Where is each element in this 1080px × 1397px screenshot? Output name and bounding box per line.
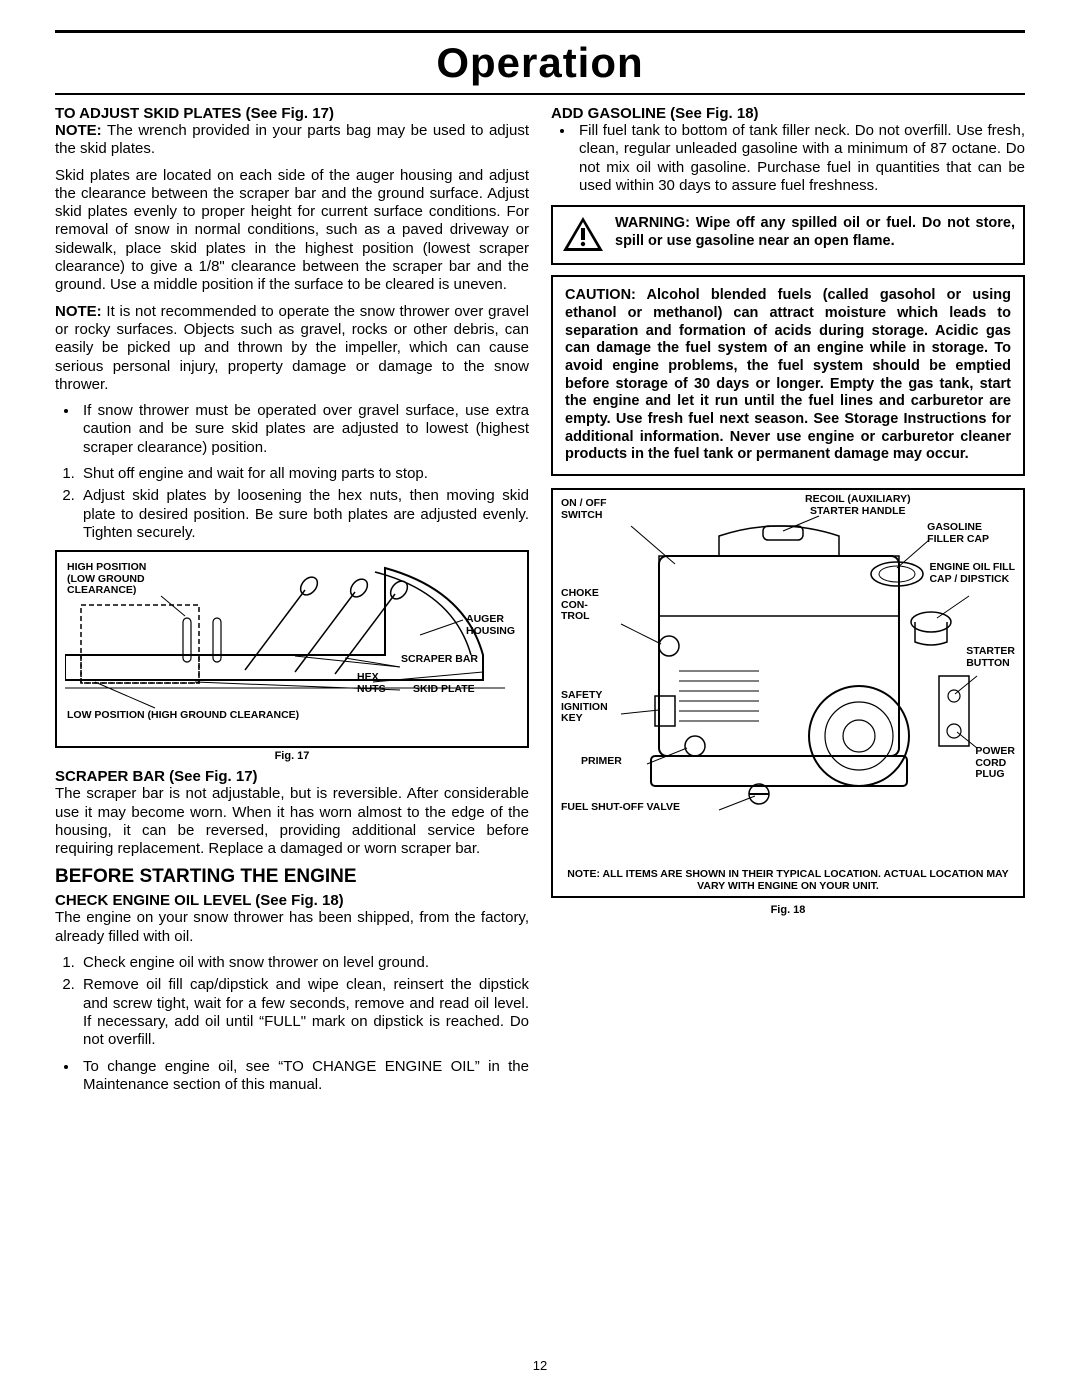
warning-box: WARNING: Wipe off any spilled oil or fue… <box>551 205 1025 265</box>
note2-text: It is not recommended to operate the sno… <box>55 303 529 393</box>
fig17-label-high: HIGH POSITION (LOW GROUND CLEARANCE) <box>67 562 146 597</box>
oil-bullets: To change engine oil, see “TO CHANGE ENG… <box>79 1058 529 1095</box>
fig18-label-choke: CHOKE CON- TROL <box>561 588 599 623</box>
fig17-label-auger: AUGER HOUSING <box>466 614 515 637</box>
fig18-label-power: POWER CORD PLUG <box>975 746 1015 781</box>
fig17-label-low: LOW POSITION (HIGH GROUND CLEARANCE) <box>67 710 299 722</box>
scraper-para: The scraper bar is not adjustable, but i… <box>55 785 529 858</box>
note-text: The wrench provided in your parts bag ma… <box>55 122 529 157</box>
fig18-label-primer: PRIMER <box>581 756 622 768</box>
oil-para: The engine on your snow thrower has been… <box>55 909 529 946</box>
oil-step-1: Remove oil fill cap/dipstick and wipe cl… <box>79 976 529 1049</box>
warning-text: WARNING: Wipe off any spilled oil or fue… <box>615 215 1015 255</box>
fig18-label-safety: SAFETY IGNITION KEY <box>561 690 608 725</box>
gas-heading: ADD GASOLINE (See Fig. 18) <box>551 105 1025 122</box>
skid-steps: Shut off engine and wait for all moving … <box>79 465 529 542</box>
fig17-caption: Fig. 17 <box>55 750 529 762</box>
fig17-box: HIGH POSITION (LOW GROUND CLEARANCE) AUG… <box>55 550 529 748</box>
skid-heading: TO ADJUST SKID PLATES (See Fig. 17) <box>55 105 529 122</box>
fig18-label-onoff: ON / OFF SWITCH <box>561 498 607 521</box>
oil-sub: CHECK ENGINE OIL LEVEL (See Fig. 18) <box>55 892 529 909</box>
skid-bullets: If snow thrower must be operated over gr… <box>79 402 529 457</box>
fig18-label-gascap: GASOLINE FILLER CAP <box>927 522 989 545</box>
gas-bullets: Fill fuel tank to bottom of tank filler … <box>575 122 1025 195</box>
oil-bullet-0: To change engine oil, see “TO CHANGE ENG… <box>79 1058 529 1095</box>
before-heading: BEFORE STARTING THE ENGINE <box>55 866 529 888</box>
top-rule <box>55 30 1025 33</box>
fig17-label-skid: SKID PLATE <box>413 684 475 696</box>
note-label: NOTE: <box>55 122 102 139</box>
scraper-heading: SCRAPER BAR (See Fig. 17) <box>55 768 529 785</box>
fig18-label-oilcap: ENGINE OIL FILL CAP / DIPSTICK <box>929 562 1015 585</box>
fig18-label-starter: STARTER BUTTON <box>966 646 1015 669</box>
caution-text: CAUTION: Alcohol blended fuels (called g… <box>565 287 1011 464</box>
page-title: Operation <box>55 39 1025 87</box>
left-column: TO ADJUST SKID PLATES (See Fig. 17) NOTE… <box>55 101 529 1102</box>
bottom-rule <box>55 93 1025 95</box>
two-column-layout: TO ADJUST SKID PLATES (See Fig. 17) NOTE… <box>55 101 1025 1102</box>
fig17-label-scraper: SCRAPER BAR <box>401 654 478 666</box>
skid-step-1: Adjust skid plates by loosening the hex … <box>79 487 529 542</box>
fig18-note: NOTE: ALL ITEMS ARE SHOWN IN THEIR TYPIC… <box>563 868 1013 892</box>
page-number: 12 <box>0 1358 1080 1373</box>
fig18-box: ON / OFF SWITCH RECOIL (AUXILIARY) START… <box>551 488 1025 898</box>
skid-step-0: Shut off engine and wait for all moving … <box>79 465 529 483</box>
fig18-caption: Fig. 18 <box>551 904 1025 916</box>
gas-bullet-0: Fill fuel tank to bottom of tank filler … <box>575 122 1025 195</box>
fig18-label-recoil: RECOIL (AUXILIARY) STARTER HANDLE <box>805 494 911 517</box>
fig17-label-hex: HEX NUTS <box>357 672 386 695</box>
fig18-diagram <box>559 496 999 836</box>
skid-para1: Skid plates are located on each side of … <box>55 167 529 295</box>
caution-box: CAUTION: Alcohol blended fuels (called g… <box>551 275 1025 476</box>
oil-steps: Check engine oil with snow thrower on le… <box>79 954 529 1049</box>
skid-note2: NOTE: It is not recommended to operate t… <box>55 303 529 394</box>
skid-bullet-0: If snow thrower must be operated over gr… <box>79 402 529 457</box>
fig18-label-fuelshut: FUEL SHUT-OFF VALVE <box>561 802 680 814</box>
right-column: ADD GASOLINE (See Fig. 18) Fill fuel tan… <box>551 101 1025 1102</box>
note2-label: NOTE: <box>55 303 102 320</box>
skid-note: NOTE: The wrench provided in your parts … <box>55 122 529 159</box>
warning-icon <box>561 215 605 255</box>
oil-step-0: Check engine oil with snow thrower on le… <box>79 954 529 972</box>
